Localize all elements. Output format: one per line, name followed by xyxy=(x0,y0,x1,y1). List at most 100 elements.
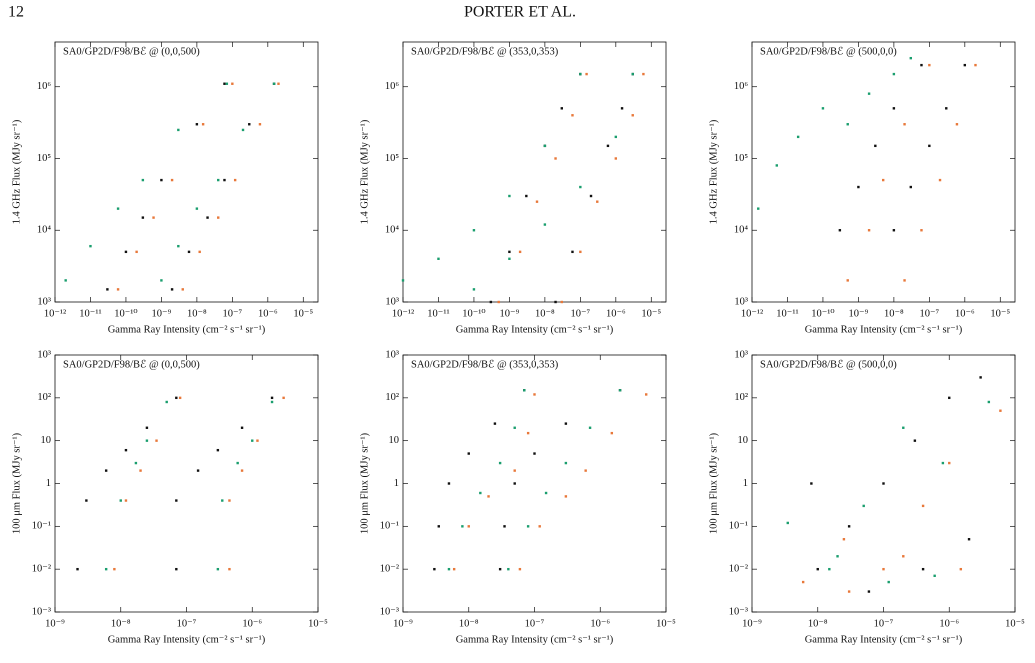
y-tick-label: 10⁴ xyxy=(37,225,52,236)
x-tick-label: 10⁻⁸ xyxy=(808,618,828,629)
scatter-point xyxy=(920,229,923,232)
scatter-point xyxy=(867,229,871,232)
scatter-point xyxy=(846,123,849,126)
scatter-point xyxy=(467,452,470,455)
panel-annotation: SA0/GP2D/F98/Bℰ @ (0,0,500) xyxy=(63,45,200,57)
scatter-point xyxy=(139,469,142,472)
scatter-point xyxy=(124,448,128,452)
scatter-point xyxy=(503,525,506,528)
scatter-point xyxy=(195,207,199,210)
y-tick-label: 10⁶ xyxy=(385,81,400,92)
scatter-point xyxy=(223,82,226,85)
scatter-point xyxy=(272,82,276,85)
scatter-point xyxy=(216,567,220,571)
scatter-point xyxy=(913,439,917,442)
scatter-point xyxy=(472,288,476,291)
scatter-point xyxy=(270,396,274,400)
scatter-point xyxy=(433,567,436,571)
plot-frame xyxy=(751,41,1016,303)
scatter-point xyxy=(221,499,224,502)
scatter-point xyxy=(920,63,923,67)
scatter-point xyxy=(631,114,634,117)
scatter-point xyxy=(903,123,906,126)
scatter-point xyxy=(775,164,778,167)
scatter-point xyxy=(518,567,522,571)
scatter-point xyxy=(846,279,849,282)
scatter-point xyxy=(610,431,614,435)
scatter-point xyxy=(223,178,226,182)
scatter-point xyxy=(533,393,536,396)
scatter-point xyxy=(909,185,912,189)
scatter-point xyxy=(571,250,574,254)
x-tick-label: 10⁻¹¹ xyxy=(776,308,798,319)
scatter-point xyxy=(810,482,813,485)
scatter-point xyxy=(902,555,905,558)
scatter-point xyxy=(282,396,285,400)
scatter-point xyxy=(579,72,582,76)
scatter-point xyxy=(579,250,582,254)
x-tick-label: 10⁻⁵ xyxy=(1005,618,1025,629)
y-tick-label: 10⁻³ xyxy=(729,606,748,617)
scatter-point xyxy=(618,389,622,392)
scatter-point xyxy=(828,567,831,571)
scatter-point xyxy=(225,82,229,85)
scatter-point xyxy=(498,461,502,465)
scatter-point xyxy=(217,178,220,182)
scatter-point xyxy=(821,107,825,110)
scatter-point xyxy=(941,461,945,465)
scatter-point xyxy=(867,92,871,95)
x-tick-label: 10⁻⁵ xyxy=(656,618,676,629)
scatter-point xyxy=(596,200,599,203)
scatter-point xyxy=(614,157,618,160)
scatter-point xyxy=(538,525,541,528)
x-axis-label: Gamma Ray Intensity (cm⁻² s⁻¹ sr⁻¹) xyxy=(456,634,614,645)
scatter-point xyxy=(642,72,645,76)
scatter-point xyxy=(240,426,244,429)
scatter-point xyxy=(838,229,842,232)
scatter-point xyxy=(543,223,547,226)
scatter-point xyxy=(124,250,128,254)
scatter-point xyxy=(116,288,120,291)
scatter-point xyxy=(145,426,149,429)
scatter-point xyxy=(160,279,163,282)
y-tick-label: 10⁻¹ xyxy=(729,521,748,532)
scatter-point xyxy=(948,461,951,465)
scatter-point xyxy=(177,128,180,132)
scatter-point xyxy=(241,128,245,132)
scatter-point xyxy=(928,63,931,67)
scatter-point xyxy=(437,257,440,260)
x-tick-label: 10⁻¹⁰ xyxy=(462,308,485,319)
scatter-point xyxy=(175,499,178,502)
scatter-point xyxy=(498,567,502,571)
scatter-point xyxy=(564,422,568,425)
x-tick-label: 10⁻⁷ xyxy=(570,308,590,319)
scatter-point xyxy=(786,521,789,525)
scatter-point xyxy=(881,178,885,182)
y-tick-label: 10⁻³ xyxy=(380,606,399,617)
scatter-point xyxy=(160,178,163,182)
x-axis-label: Gamma Ray Intensity (cm⁻² s⁻¹ sr⁻¹) xyxy=(805,324,963,335)
y-tick-label: 10⁴ xyxy=(385,225,400,236)
y-tick-label: 10³ xyxy=(37,349,51,360)
y-axis-label: 1.4 GHz Flux (MJy sr⁻¹) xyxy=(11,119,22,224)
scatter-point xyxy=(124,499,128,502)
scatter-point xyxy=(620,107,624,110)
x-tick-label: 10⁻⁹ xyxy=(45,618,65,629)
scatter-point xyxy=(489,300,493,304)
scatter-point xyxy=(544,491,548,495)
x-tick-label: 10⁻⁵ xyxy=(308,618,328,629)
scatter-point xyxy=(571,114,574,117)
scatter-point xyxy=(979,376,982,379)
scatter-point xyxy=(135,250,138,254)
scatter-point xyxy=(206,216,209,219)
y-axis-label: 1.4 GHz Flux (MJy sr⁻¹) xyxy=(708,119,719,224)
scatter-point xyxy=(967,538,971,541)
y-axis-label: 100 μm Flux (MJy sr⁻¹) xyxy=(11,432,22,534)
y-tick-label: 10⁻³ xyxy=(32,606,51,617)
scatter-point xyxy=(196,469,200,472)
scatter-point xyxy=(645,393,648,396)
scatter-point xyxy=(116,207,120,210)
scatter-point xyxy=(999,409,1002,412)
scatter-point xyxy=(892,107,896,110)
